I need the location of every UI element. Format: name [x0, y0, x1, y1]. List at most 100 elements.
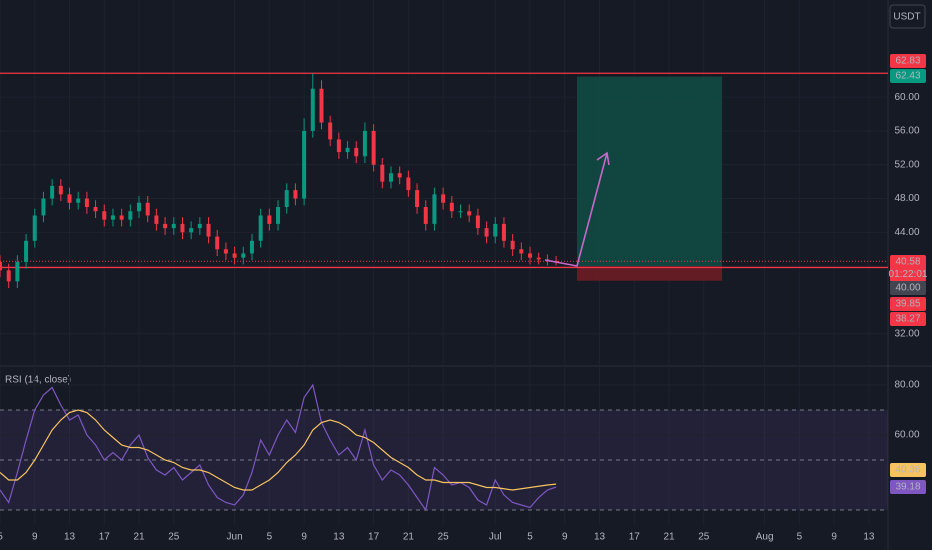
- target-zone: [576, 76, 723, 267]
- candle-body: [110, 215, 115, 220]
- candle-body: [293, 190, 298, 199]
- candle-body: [24, 240, 29, 262]
- candle-body: [267, 215, 272, 224]
- price-label: 62.43: [895, 71, 920, 82]
- candle-body: [528, 253, 533, 258]
- price-label-bg: [890, 54, 926, 68]
- rsi-label: 39.18: [895, 482, 920, 493]
- rsi-tick-label: 80.00: [894, 380, 919, 391]
- x-tick-label: 5: [267, 532, 273, 543]
- candle-body: [310, 88, 315, 131]
- x-tick-label: 9: [301, 532, 307, 543]
- candle-body: [493, 223, 498, 237]
- trend-arrow: [544, 151, 610, 267]
- rsi-tick-label: 60.00: [894, 430, 919, 441]
- candle-body: [302, 130, 307, 199]
- x-tick-label: 9: [32, 532, 38, 543]
- candle-body: [223, 249, 228, 254]
- x-tick-label: 5: [0, 532, 3, 543]
- candle-body: [249, 240, 254, 254]
- candle-body: [336, 139, 341, 153]
- x-tick-label: 9: [831, 532, 837, 543]
- candle-body: [197, 223, 202, 229]
- rsi-label-bg: [890, 463, 926, 477]
- candle-body: [475, 215, 480, 229]
- rsi-label-bg: [890, 480, 926, 494]
- candle-body: [137, 202, 142, 212]
- x-tick-label: 13: [863, 532, 875, 543]
- candle-body: [76, 198, 81, 203]
- currency-box[interactable]: [889, 4, 926, 29]
- rsi-line: [0, 409, 557, 491]
- candle-body: [128, 211, 133, 220]
- price-label-bg: [890, 297, 926, 311]
- y-tick-label: 48.00: [894, 193, 919, 204]
- x-tick-label: 9: [562, 532, 568, 543]
- countdown: 01:22:01: [889, 269, 928, 280]
- candle-body: [258, 215, 263, 241]
- x-tick-label: 21: [663, 532, 675, 543]
- x-tick-label: 17: [629, 532, 641, 543]
- candle-body: [145, 202, 150, 216]
- candle-body: [501, 223, 506, 241]
- price-label-bg: [890, 69, 926, 83]
- candle-body: [406, 177, 411, 191]
- candle-body: [84, 198, 89, 208]
- rsi-line: [0, 383, 557, 512]
- currency: USDT: [893, 12, 920, 23]
- candle-body: [432, 194, 437, 224]
- price-label: 40.00: [895, 283, 920, 294]
- x-tick-label: 25: [168, 532, 180, 543]
- candle-body: [0, 261, 2, 271]
- candle-body: [119, 215, 124, 220]
- y-tick-label: 60.00: [894, 92, 919, 103]
- candle-body: [171, 223, 176, 229]
- candle-body: [362, 130, 367, 157]
- y-tick-label: 56.00: [894, 126, 919, 137]
- candle-body: [163, 223, 168, 229]
- price-label: 38.27: [895, 314, 920, 325]
- price-label-bg: [890, 255, 926, 269]
- candle-body: [58, 185, 63, 195]
- candle-body: [276, 207, 281, 224]
- candle-body: [397, 173, 402, 178]
- candle-body: [519, 249, 524, 254]
- candle-body: [449, 202, 454, 212]
- candle-body: [328, 122, 333, 140]
- candle-body: [441, 194, 446, 203]
- countdown-bg: [890, 268, 926, 281]
- candle-body: [67, 194, 72, 203]
- candle-body: [241, 253, 246, 258]
- candle-body: [32, 215, 37, 241]
- x-tick-label: 25: [698, 532, 710, 543]
- price-label-bg: [890, 312, 926, 326]
- candle-body: [510, 240, 515, 250]
- candle-body: [102, 211, 107, 220]
- x-tick-label: 5: [527, 532, 533, 543]
- candle-body: [467, 211, 472, 216]
- candle-body: [484, 228, 489, 237]
- candle-body: [93, 207, 98, 212]
- candle-body: [319, 88, 324, 123]
- x-tick-label: 5: [797, 532, 803, 543]
- candle-body: [415, 190, 420, 208]
- candle-body: [6, 270, 11, 282]
- candle-body: [189, 228, 194, 233]
- candle-body: [380, 164, 385, 182]
- y-tick-label: 52.00: [894, 159, 919, 170]
- price-label: 39.85: [895, 299, 920, 310]
- candle-body: [458, 211, 463, 213]
- y-tick-label: 44.00: [894, 227, 919, 238]
- candle-body: [354, 147, 359, 157]
- candle-body: [232, 253, 237, 258]
- x-tick-label: 13: [64, 532, 76, 543]
- candle-body: [15, 261, 20, 282]
- candle-body: [206, 223, 211, 237]
- rsi-label: 40.36: [895, 465, 920, 476]
- price-label: 40.58: [895, 257, 920, 268]
- x-tick-label: 21: [403, 532, 415, 543]
- candle-body: [215, 236, 220, 250]
